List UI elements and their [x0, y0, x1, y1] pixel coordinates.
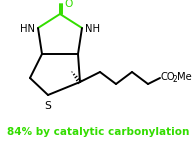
Text: CO: CO	[161, 72, 176, 82]
Text: 2: 2	[173, 75, 178, 84]
Text: O: O	[64, 0, 72, 9]
Text: 84% by catalytic carbonylation: 84% by catalytic carbonylation	[7, 127, 189, 137]
Text: Me: Me	[177, 72, 192, 82]
Text: HN: HN	[20, 24, 35, 34]
Text: NH: NH	[85, 24, 100, 34]
Text: S: S	[44, 101, 51, 111]
